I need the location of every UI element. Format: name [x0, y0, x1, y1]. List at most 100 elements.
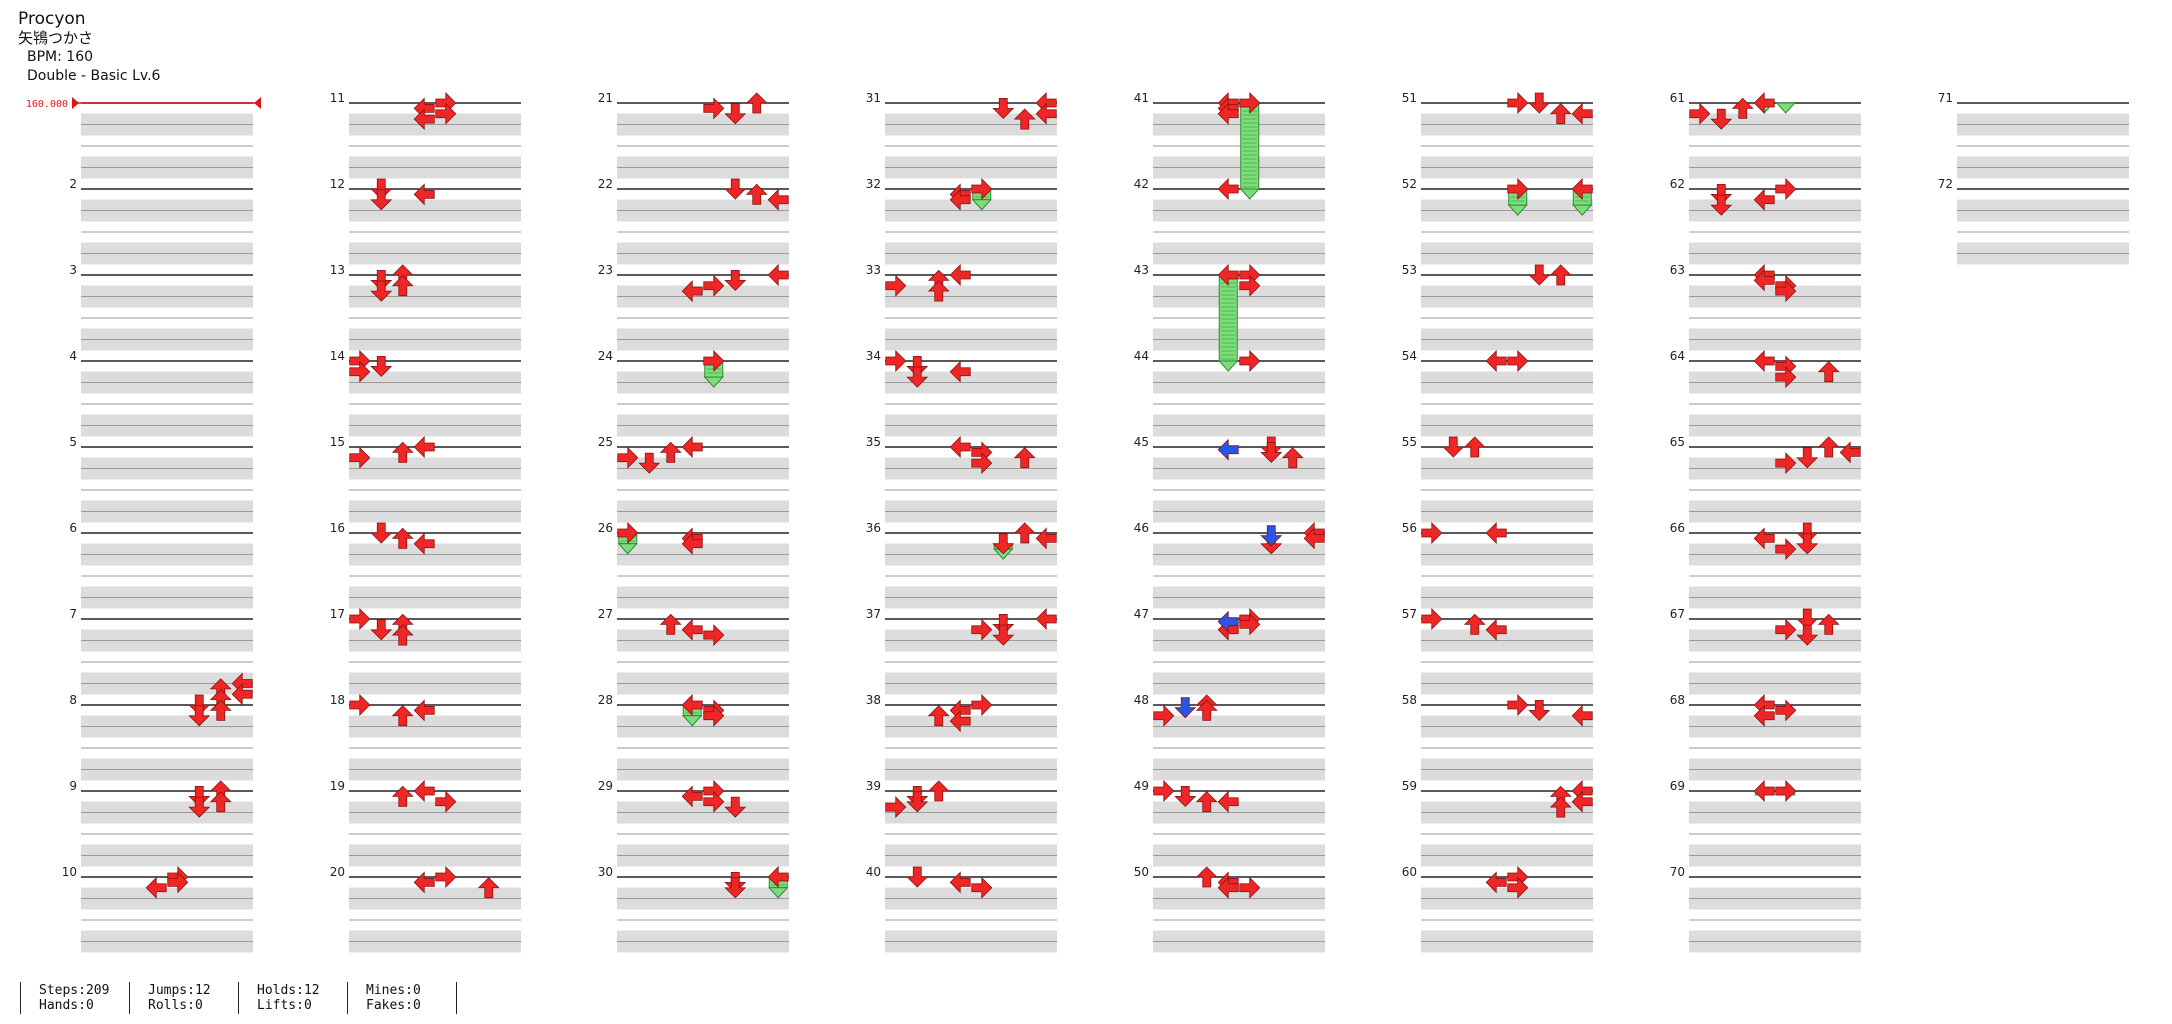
measure-number: 29 [598, 779, 613, 793]
left-arrow-icon [1775, 699, 1797, 722]
up-arrow-icon [1463, 613, 1486, 635]
up-arrow-icon [1549, 796, 1572, 818]
left-arrow-icon [1775, 178, 1797, 200]
measure-number: 5 [69, 435, 77, 449]
down-arrow-icon [992, 97, 1015, 119]
song-info: Procyon 矢鴇つかさ BPM: 160 Double - Basic Lv… [18, 10, 160, 86]
measure-number: 22 [598, 177, 613, 191]
left-arrow-icon [971, 618, 993, 641]
right-arrow-icon [1035, 608, 1057, 630]
right-arrow-icon [681, 618, 703, 641]
right-arrow-icon [1571, 790, 1593, 813]
right-arrow-icon [681, 436, 703, 458]
up-arrow-icon [1817, 361, 1840, 383]
measure-number: 4 [69, 349, 77, 363]
right-arrow-icon [681, 532, 703, 555]
right-arrow-icon [1035, 102, 1057, 125]
bpm-marker-right [254, 97, 261, 109]
measure-number: 56 [1402, 521, 1417, 535]
right-arrow-icon [413, 780, 435, 802]
hold-tail [971, 199, 992, 211]
up-arrow-icon [391, 441, 414, 463]
right-arrow-icon [681, 694, 703, 716]
down-arrow-icon [1528, 92, 1551, 114]
down-arrow-icon [370, 619, 393, 641]
up-arrow-icon [391, 624, 414, 646]
left-arrow-icon [349, 694, 371, 716]
right-arrow-icon [1217, 264, 1239, 286]
measure-number: 18 [330, 693, 345, 707]
measure-number: 40 [866, 865, 881, 879]
right-arrow-icon [1571, 102, 1593, 125]
down-arrow-icon [370, 280, 393, 302]
left-arrow-icon [617, 522, 639, 544]
up-arrow-icon [1549, 103, 1572, 125]
left-arrow-icon [885, 350, 907, 372]
left-arrow-icon [1507, 178, 1529, 200]
hold-tail [682, 715, 703, 727]
left-arrow-icon [1421, 522, 1443, 544]
left-arrow-icon [1239, 274, 1261, 297]
down-arrow-icon [906, 366, 929, 388]
song-artist: 矢鴇つかさ [18, 29, 94, 47]
right-arrow-icon [413, 436, 435, 458]
down-arrow-icon [1260, 441, 1283, 463]
down-arrow-icon [370, 355, 393, 377]
hold-tail [1507, 204, 1528, 216]
up-arrow-icon [927, 705, 950, 727]
up-arrow-icon [1195, 791, 1218, 813]
stats-jumps-rolls: Jumps:12 Rolls:0 [129, 982, 238, 1014]
left-arrow-icon [1239, 350, 1261, 372]
up-arrow-icon [1281, 447, 1304, 469]
right-arrow-icon [145, 876, 167, 899]
left-arrow-icon [703, 350, 725, 372]
left-arrow-icon [1507, 92, 1529, 114]
measure-number: 36 [866, 521, 881, 535]
left-arrow-icon [349, 360, 371, 383]
measure-number: 68 [1670, 693, 1685, 707]
down-arrow-icon [1710, 108, 1733, 130]
left-arrow-icon [703, 704, 725, 727]
down-arrow-icon [906, 355, 929, 377]
measure-number: 8 [69, 693, 77, 707]
hold-tail [1239, 188, 1260, 200]
down-arrow-icon [906, 866, 929, 888]
down-arrow-icon [1796, 624, 1819, 646]
left-arrow-icon [703, 274, 725, 297]
down-arrow-icon [370, 269, 393, 291]
right-arrow-icon [1571, 704, 1593, 727]
measure-number: 38 [866, 693, 881, 707]
measure-number: 14 [330, 349, 345, 363]
measure-number: 50 [1134, 865, 1149, 879]
measure-number: 65 [1670, 435, 1685, 449]
measure-number: 13 [330, 263, 345, 277]
left-arrow-icon [885, 796, 907, 819]
measure-number: 69 [1670, 779, 1685, 793]
right-arrow-icon [949, 436, 971, 458]
measure-number: 27 [598, 607, 613, 621]
hold-tail [703, 376, 724, 388]
right-arrow-icon [1753, 780, 1775, 802]
measure-number: 52 [1402, 177, 1417, 191]
up-arrow-icon [1013, 522, 1036, 544]
down-arrow-icon [638, 452, 661, 474]
down-arrow-icon [1174, 697, 1197, 719]
right-arrow-icon [767, 866, 789, 888]
right-arrow-icon [413, 183, 435, 206]
song-bpm: BPM: 160 [27, 49, 94, 65]
stat-steps: Steps:209 [39, 983, 110, 998]
left-arrow-icon [703, 790, 725, 813]
right-arrow-icon [767, 264, 789, 286]
measure-number: 72 [1938, 177, 1953, 191]
right-arrow-icon [681, 280, 703, 303]
measure-number: 21 [598, 91, 613, 105]
stats-bar: Steps:209 Hands:0 Jumps:12 Rolls:0 Holds… [20, 982, 457, 1016]
up-arrow-icon [477, 877, 500, 899]
right-arrow-icon [1217, 610, 1239, 633]
down-arrow-icon [1710, 183, 1733, 205]
up-arrow-icon [745, 183, 768, 205]
measure-number: 17 [330, 607, 345, 621]
hold-tail [1218, 360, 1239, 372]
down-arrow-icon [188, 694, 211, 716]
left-arrow-icon [435, 866, 457, 888]
